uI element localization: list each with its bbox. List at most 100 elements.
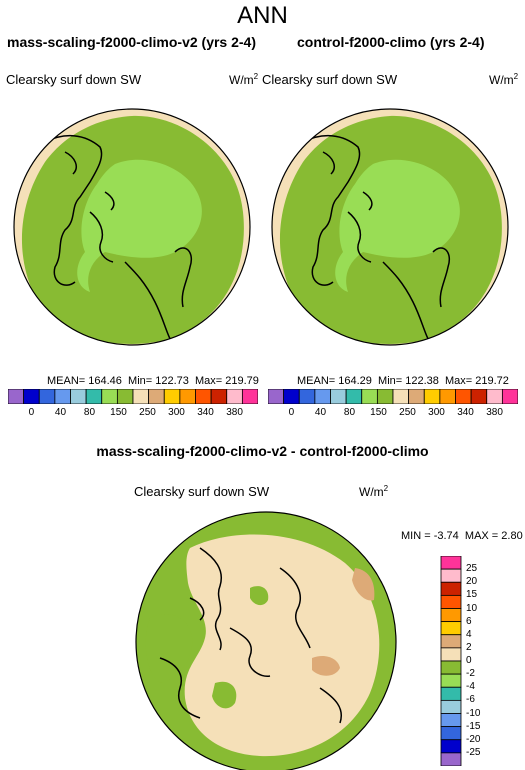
colorbar-swatch	[241, 389, 258, 404]
colorbar-tick-label: 150	[110, 407, 127, 418]
colorbar-tick-label: 80	[343, 407, 356, 418]
panel-2-max: Max= 219.72	[445, 375, 509, 387]
diff-colorbar-swatch	[440, 634, 462, 649]
panel-1-units: W/m2	[229, 72, 259, 87]
colorbar-swatch	[361, 389, 378, 404]
colorbar-swatch	[8, 389, 25, 404]
diff-colorbar-tick-label: -15	[466, 720, 481, 732]
coastline	[159, 547, 342, 724]
diff-colorbar-swatch	[440, 739, 462, 754]
diff-colorbar-swatch	[440, 713, 462, 728]
colorbar-swatch	[501, 389, 518, 404]
diff-colorbar	[440, 556, 462, 766]
diff-colorbar-tick-label: 25	[466, 563, 478, 575]
colorbar-swatch	[330, 389, 347, 404]
diff-negative-patch	[250, 586, 269, 606]
diff-colorbar-swatch	[440, 660, 462, 675]
diff-colorbar-swatch	[440, 647, 462, 662]
colorbar-tick-label: 150	[370, 407, 387, 418]
colorbar-swatch	[376, 389, 394, 404]
diff-colorbar-swatch	[440, 726, 462, 741]
panel-1-colorbar	[8, 389, 258, 404]
colorbar-swatch	[23, 389, 40, 404]
panel-2-map	[271, 108, 509, 346]
diff-negative-patch	[145, 614, 193, 683]
colorbar-tick-label: 0	[288, 407, 295, 418]
diff-min: MIN = -3.74	[401, 530, 459, 542]
diff-map	[135, 511, 397, 770]
panel-2-mean: MEAN= 164.29	[297, 375, 372, 387]
colorbar-tick-label: 80	[83, 407, 96, 418]
panel-1-stats: MEAN= 164.46 Min= 122.73 Max= 219.79	[47, 375, 259, 387]
diff-min-max: MIN = -3.74 MAX = 2.80	[401, 530, 523, 542]
colorbar-swatch	[283, 389, 300, 404]
coastline	[302, 135, 450, 345]
colorbar-swatch	[148, 389, 165, 404]
colorbar-swatch	[314, 389, 331, 404]
colorbar-swatch	[101, 389, 118, 404]
panel-1-max: Max= 219.79	[195, 375, 259, 387]
colorbar-swatch	[345, 389, 363, 404]
inner-band	[77, 159, 202, 292]
panel-1-map	[13, 108, 251, 346]
diff-colorbar-tick-label: -10	[466, 707, 481, 719]
diff-colorbar-tick-label: -2	[466, 668, 475, 680]
colorbar-swatch	[54, 389, 71, 404]
panel-2-colorbar	[268, 389, 518, 404]
diff-colorbar-tick-label: -4	[466, 681, 475, 693]
colorbar-swatch	[70, 389, 87, 404]
colorbar-swatch	[470, 389, 488, 404]
main-title: ANN	[237, 2, 288, 29]
diff-colorbar-tick-label: 6	[466, 615, 472, 627]
diff-high-patch	[352, 568, 375, 601]
panel-2-stats: MEAN= 164.29 Min= 122.38 Max= 219.72	[297, 375, 509, 387]
colorbar-tick-label: 340	[457, 407, 474, 418]
diff-colorbar-tick-label: 4	[466, 628, 472, 640]
coastline	[44, 135, 192, 345]
colorbar-tick-label: 40	[54, 407, 67, 418]
colorbar-swatch	[116, 389, 134, 404]
diff-colorbar-swatch	[440, 568, 462, 583]
colorbar-tick-label: 300	[168, 407, 185, 418]
panel-2-variable: Clearsky surf down SW	[262, 72, 398, 87]
colorbar-swatch	[298, 389, 316, 404]
panel-1-title: mass-scaling-f2000-climo-v2 (yrs 2-4)	[7, 34, 256, 50]
colorbar-tick-label: 380	[226, 407, 243, 418]
colorbar-swatch	[226, 389, 243, 404]
colorbar-swatch	[486, 389, 503, 404]
colorbar-swatch	[423, 389, 441, 404]
panel-2-min: Min= 122.38	[378, 375, 439, 387]
colorbar-swatch	[85, 389, 103, 404]
diff-colorbar-swatch	[440, 673, 462, 688]
diff-colorbar-tick-label: -25	[466, 746, 481, 758]
diff-colorbar-labels: 25 20 15 10 6 4 2 0 -2 -4 -6 -10 -15 -20 -25	[466, 556, 506, 766]
diff-colorbar-tick-label: 2	[466, 641, 472, 653]
colorbar-tick-label: 380	[486, 407, 503, 418]
colorbar-tick-label: 0	[28, 407, 35, 418]
diff-colorbar-swatch	[440, 581, 462, 596]
inner-band	[335, 159, 460, 292]
diff-colorbar-tick-label: -6	[466, 694, 475, 706]
colorbar-swatch	[268, 389, 285, 404]
colorbar-swatch	[408, 389, 425, 404]
colorbar-swatch	[179, 389, 196, 404]
colorbar-tick-label: 250	[399, 407, 416, 418]
panel-1-variable: Clearsky surf down SW	[6, 72, 142, 87]
diff-max: MAX = 2.80	[464, 530, 523, 542]
colorbar-tick-label: 340	[197, 407, 214, 418]
diff-negative-patch	[212, 681, 237, 709]
diff-units: W/m2	[359, 484, 389, 499]
diff-colorbar-swatch	[440, 752, 462, 766]
diff-colorbar-swatch	[440, 556, 462, 570]
colorbar-swatch	[163, 389, 181, 404]
colorbar-swatch	[38, 389, 56, 404]
diff-colorbar-tick-label: 15	[466, 589, 478, 601]
diff-colorbar-tick-label: -20	[466, 733, 481, 745]
diff-variable: Clearsky surf down SW	[134, 484, 270, 499]
diff-colorbar-tick-label: 20	[466, 576, 478, 588]
diff-colorbar-swatch	[440, 608, 462, 623]
diff-colorbar-swatch	[440, 699, 462, 714]
panel-1-mean: MEAN= 164.46	[47, 375, 122, 387]
diff-colorbar-tick-label: 10	[466, 602, 478, 614]
panel-2-units: W/m2	[489, 72, 519, 87]
